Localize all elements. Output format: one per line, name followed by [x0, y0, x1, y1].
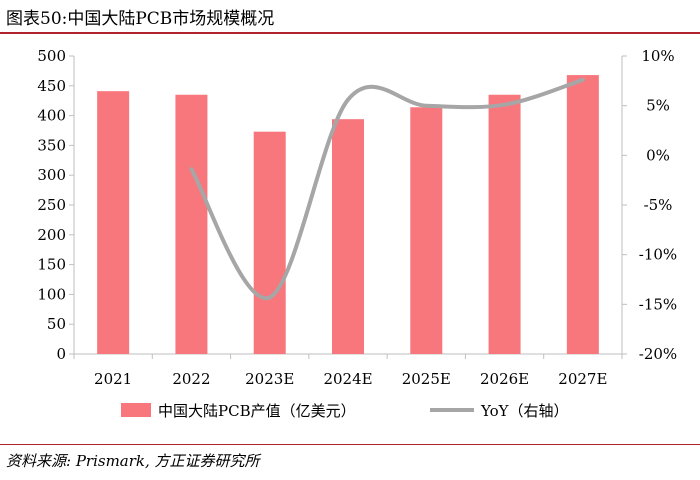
- legend-bar-swatch: [121, 403, 151, 417]
- pcb-market-chart: 0 50 100 150 200 250 300 350 400 450 500 -20% -15% -1…: [37, 47, 677, 420]
- x-axis-category-label: 2025E: [402, 370, 451, 388]
- bar-2024E: [332, 119, 364, 355]
- bar-2023E: [253, 131, 286, 354]
- left-axis-tick-label: 300: [37, 166, 66, 184]
- left-axis-tick-label: 450: [37, 77, 66, 95]
- left-axis-tick-label: 50: [47, 315, 66, 333]
- left-axis-tick-label: 500: [37, 47, 66, 65]
- bar-2021: [97, 91, 130, 354]
- x-axis-category-label: 2027E: [558, 370, 607, 388]
- left-axis-tick-label: 100: [37, 285, 66, 303]
- right-axis-tick-label: -15%: [639, 295, 677, 313]
- legend-bar-label: 中国大陆PCB产值（亿美元）: [158, 402, 356, 420]
- left-axis-tick-label: 0: [56, 345, 66, 363]
- x-axis-category-label: 2023E: [245, 370, 294, 388]
- bar-2026E: [488, 94, 521, 355]
- left-axis-tick-label: 350: [37, 136, 66, 154]
- source-note: 资料来源: Prismark, 方正证券研究所: [6, 452, 260, 470]
- bar-2025E: [410, 107, 443, 354]
- x-axis-category-label: 2024E: [323, 370, 372, 388]
- right-axis-tick-label: 5%: [646, 97, 670, 115]
- right-axis-tick-label: 0%: [646, 146, 670, 164]
- left-axis-tick-label: 400: [37, 107, 66, 125]
- x-axis-category-label: 2022: [172, 370, 210, 388]
- source-rule: [0, 444, 700, 445]
- x-axis-category-label: 2021: [94, 370, 132, 388]
- right-axis-tick-label: -5%: [644, 196, 673, 214]
- x-axis-category-label: 2026E: [480, 370, 529, 388]
- bar-2027E: [566, 75, 599, 355]
- bar-2022: [175, 94, 208, 355]
- left-axis-tick-label: 200: [37, 226, 66, 244]
- right-axis-tick-label: -20%: [639, 345, 677, 363]
- right-axis-tick-label: 10%: [641, 47, 674, 65]
- figure-title: 图表50:中国大陆PCB市场规模概况: [6, 9, 275, 29]
- yoy-line: [189, 77, 585, 300]
- title-rule: [0, 32, 700, 34]
- right-axis-tick-label: -10%: [639, 246, 677, 264]
- left-axis-tick-label: 150: [37, 256, 66, 274]
- legend-line-label: YoY（右轴）: [480, 402, 569, 420]
- left-axis-tick-label: 250: [37, 196, 66, 214]
